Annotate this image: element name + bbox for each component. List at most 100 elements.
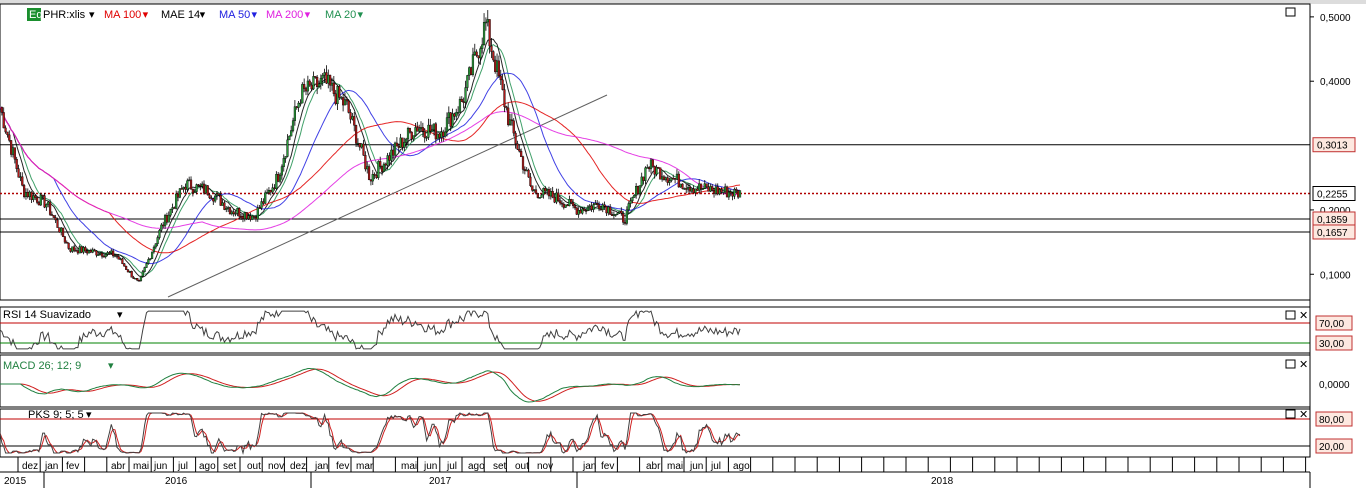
- candle-body: [534, 189, 538, 194]
- maximize-rsi-icon[interactable]: [1285, 310, 1296, 320]
- pks-title[interactable]: PKS 9; 5; 5: [28, 409, 84, 421]
- x-month-label: ago: [468, 461, 485, 472]
- maximize-pks-icon[interactable]: [1285, 409, 1296, 419]
- candle-body: [214, 195, 217, 202]
- candle-body: [24, 192, 28, 197]
- rsi-panel[interactable]: RSI 14 Suavizado ▾ ✕: [0, 306, 1311, 354]
- candle-body: [303, 84, 306, 89]
- macd-panel-frame: [0, 354, 1311, 408]
- candle-body: [284, 156, 287, 159]
- candle-body: [692, 188, 695, 193]
- candle-body: [113, 255, 117, 257]
- candle-body: [336, 86, 339, 105]
- candle-body: [599, 208, 603, 211]
- legend-dropdown-icon[interactable]: ▾: [143, 9, 149, 21]
- macd-title[interactable]: MACD 26; 12; 9: [3, 360, 81, 372]
- candle-body: [644, 167, 647, 181]
- candle-body: [186, 180, 189, 190]
- pks-line: [0, 412, 741, 455]
- candle-body: [351, 116, 354, 120]
- x-axis: dez jan fev abr mai jun jul ago set out nov dez jan f…: [0, 456, 1311, 488]
- candle-body: [458, 98, 462, 113]
- candle-body: [709, 186, 712, 192]
- candle-body: [10, 140, 13, 155]
- price-panel[interactable]: Eq PHR:xlis ▾ MA 100 ▾ MAE 14 ▾ MA 50 ▾ MA 200…: [0, 3, 1311, 301]
- candle-body: [559, 200, 562, 204]
- candle-body: [360, 143, 363, 148]
- legend-dropdown-icon[interactable]: ▾: [200, 9, 206, 21]
- x-month-label: mai: [133, 461, 149, 472]
- symbol-dropdown-icon[interactable]: ▾: [89, 9, 95, 21]
- candle-body: [123, 263, 126, 267]
- legend-dropdown-icon[interactable]: ▾: [252, 9, 258, 21]
- candle-body: [610, 214, 614, 216]
- legend-item-0[interactable]: MA 100: [104, 9, 141, 21]
- pks-panel[interactable]: PKS 9; 5; 5 ▾ ✕: [0, 408, 1311, 458]
- candle-body: [2, 112, 5, 129]
- candle-body: [683, 188, 686, 190]
- candle-body: [584, 210, 588, 212]
- candle-body: [718, 189, 721, 195]
- candle-body: [100, 252, 104, 257]
- candle-body: [89, 250, 92, 253]
- close-macd-icon[interactable]: ✕: [1299, 359, 1308, 371]
- candle-body: [638, 185, 641, 195]
- candle-body: [456, 112, 460, 114]
- candle-body: [236, 208, 239, 214]
- maximize-price-panel-icon[interactable]: [1285, 7, 1296, 17]
- rsi-dropdown-icon[interactable]: ▾: [117, 309, 123, 321]
- candle-body: [189, 179, 193, 190]
- legend-item-3[interactable]: MA 200: [266, 9, 303, 21]
- candle-body: [65, 242, 68, 244]
- x-month-label: mai: [401, 461, 417, 472]
- candle-body: [23, 185, 26, 197]
- candle-body: [442, 131, 445, 137]
- trend-line[interactable]: [167, 94, 608, 298]
- candle-body: [399, 137, 402, 148]
- candle-body: [139, 275, 143, 281]
- legend-dropdown-icon[interactable]: ▾: [305, 9, 311, 21]
- ma-200-line: [0, 106, 741, 231]
- legend-dropdown-icon[interactable]: ▾: [358, 9, 364, 21]
- macd-panel[interactable]: MACD 26; 12; 9 ▾ ✕: [0, 354, 1311, 408]
- close-rsi-icon[interactable]: ✕: [1299, 310, 1308, 322]
- candle-body: [73, 246, 76, 251]
- candle-body: [37, 202, 41, 206]
- symbol-label[interactable]: PHR:xlis: [43, 9, 86, 21]
- candle-body: [464, 87, 467, 103]
- candle-body: [245, 212, 248, 220]
- candle-body: [15, 158, 18, 169]
- rsi-title[interactable]: RSI 14 Suavizado: [3, 309, 91, 321]
- maximize-macd-icon[interactable]: [1285, 359, 1296, 369]
- panel-level-tag-label: 80,00: [1319, 415, 1344, 426]
- panel-level-tag: [1315, 411, 1353, 427]
- candle-body: [191, 188, 194, 194]
- legend-item-1[interactable]: MAE 14: [161, 9, 200, 21]
- candle-body: [80, 246, 83, 253]
- legend-item-2[interactable]: MA 50: [219, 9, 250, 21]
- candle-body: [675, 173, 679, 180]
- pks-dropdown-icon[interactable]: ▾: [86, 409, 92, 421]
- candle-body: [449, 112, 452, 127]
- candle-body: [549, 191, 552, 197]
- macd-dropdown-icon[interactable]: ▾: [108, 360, 114, 372]
- candle-body: [703, 183, 706, 189]
- candle-body: [636, 186, 640, 195]
- candle-body: [514, 132, 517, 144]
- indicator-legend[interactable]: MA 100 ▾ MAE 14 ▾ MA 50 ▾ MA 200 ▾ MA 20 ▾: [104, 9, 364, 21]
- candle-body: [377, 161, 380, 178]
- candle-body: [557, 192, 560, 202]
- candle-body: [0, 106, 3, 113]
- candle-body: [592, 204, 595, 210]
- close-pks-icon[interactable]: ✕: [1299, 409, 1308, 421]
- price-level-lines: [0, 144, 1310, 233]
- candle-body: [338, 86, 341, 98]
- candle-body: [729, 191, 732, 194]
- candle-body: [423, 131, 426, 138]
- candle-body: [427, 124, 430, 138]
- legend-item-4[interactable]: MA 20: [325, 9, 356, 21]
- candle-body: [681, 183, 684, 189]
- candle-body: [662, 176, 666, 180]
- candle-body: [69, 248, 72, 252]
